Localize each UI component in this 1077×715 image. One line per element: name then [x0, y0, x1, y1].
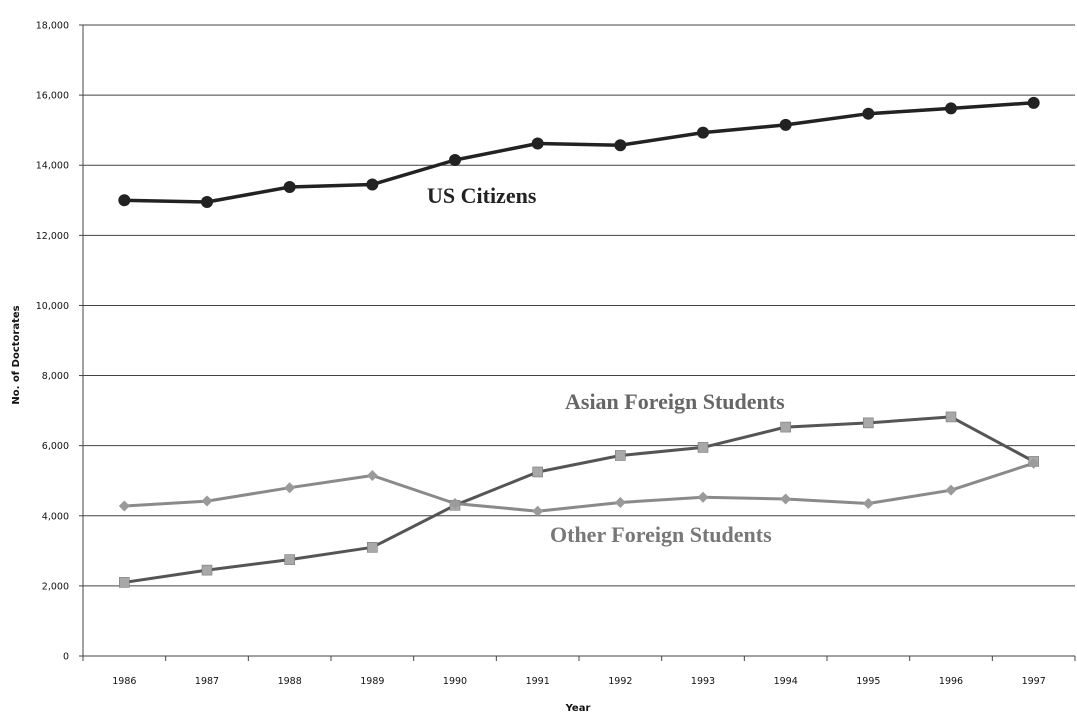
data-point: [367, 542, 378, 553]
series-line-us-citizens: [124, 101, 1034, 204]
data-point: [779, 118, 792, 131]
data-point: [945, 411, 957, 423]
data-point: [1027, 96, 1040, 109]
y-tick-label: 10,000: [36, 301, 69, 312]
grid: [83, 24, 1075, 587]
x-tick-label: 1988: [278, 676, 302, 687]
data-point: [615, 450, 626, 461]
x-tick-label: 1992: [608, 676, 632, 687]
data-point: [118, 194, 131, 207]
data-point: [201, 564, 213, 576]
data-point: [532, 466, 543, 478]
y-tick-label: 4,000: [42, 511, 69, 522]
y-tick-label: 18,000: [36, 21, 69, 32]
data-point: [862, 107, 875, 120]
x-tick-label: 1989: [360, 676, 384, 687]
series-line-asian-foreign-students: [124, 415, 1035, 584]
data-point: [531, 137, 544, 150]
series-markers: [118, 96, 1040, 588]
data-point: [780, 421, 791, 433]
x-tick-label: 1997: [1022, 676, 1046, 687]
data-point: [697, 442, 709, 453]
data-point: [780, 493, 792, 505]
data-point: [366, 469, 378, 481]
data-point: [366, 178, 379, 191]
data-point: [697, 491, 709, 503]
data-point: [862, 498, 874, 510]
x-tick-label: 1991: [526, 676, 550, 687]
x-tick-label: 1986: [112, 676, 136, 687]
data-point: [201, 196, 213, 209]
data-point: [614, 139, 627, 152]
data-point: [863, 417, 874, 429]
x-tick-labels: 1986 1987 1988 1989 1990 1991 1992 1993 1994 1995…: [112, 676, 1046, 687]
x-axis-title: Year: [565, 703, 591, 714]
series-lines: [124, 101, 1035, 584]
series-label-us-citizens: US Citizens: [427, 183, 537, 208]
data-point: [449, 498, 461, 510]
x-tick-label: 1994: [774, 676, 798, 687]
data-point: [945, 484, 957, 496]
y-tick-label: 12,000: [36, 231, 69, 242]
data-point: [945, 102, 957, 115]
data-point: [284, 482, 296, 494]
data-point: [1028, 457, 1040, 469]
series-label-other-foreign-students: Other Foreign Students: [550, 522, 772, 547]
data-point: [118, 500, 130, 512]
series-label-asian-foreign-students: Asian Foreign Students: [565, 389, 785, 414]
y-tick-labels: 0 2,000 4,000 6,000 8,000 10,000 12,000 14,000 1…: [36, 21, 69, 663]
x-tick-label: 1987: [195, 676, 219, 687]
series-line-other-foreign-students: [124, 461, 1035, 513]
data-point: [532, 505, 544, 517]
y-axis-title: No. of Doctorates: [11, 305, 22, 404]
x-tick-label: 1996: [939, 676, 963, 687]
data-point: [449, 153, 461, 166]
y-tick-label: 14,000: [36, 161, 69, 172]
x-tick-label: 1990: [443, 676, 467, 687]
data-point: [201, 495, 213, 507]
y-tick-label: 2,000: [42, 581, 69, 592]
y-tick-label: 6,000: [42, 441, 69, 452]
y-tick-label: 16,000: [36, 91, 69, 102]
axes: [79, 24, 1076, 661]
data-point: [614, 496, 626, 508]
data-point: [697, 126, 709, 139]
data-point: [284, 554, 295, 565]
y-tick-label: 0: [63, 652, 69, 663]
x-tick-label: 1993: [691, 676, 715, 687]
x-tick-label: 1995: [856, 676, 880, 687]
data-point: [119, 577, 130, 588]
y-tick-label: 8,000: [42, 371, 69, 382]
data-point: [283, 180, 296, 193]
